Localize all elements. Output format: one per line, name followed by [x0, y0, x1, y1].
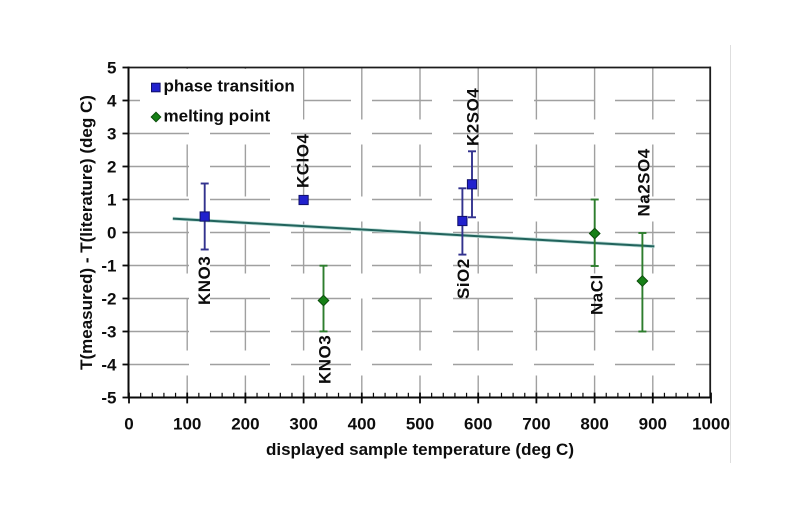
svg-text:1: 1 — [107, 191, 116, 210]
svg-text:0: 0 — [124, 415, 133, 434]
svg-text:-4: -4 — [101, 356, 117, 375]
svg-text:KNO3: KNO3 — [195, 256, 214, 305]
svg-text:SiO2: SiO2 — [454, 258, 473, 299]
svg-text:600: 600 — [464, 415, 492, 434]
svg-text:melting point: melting point — [164, 107, 271, 126]
svg-text:Na2SO4: Na2SO4 — [635, 148, 654, 216]
svg-text:displayed sample temperature (: displayed sample temperature (deg C) — [266, 440, 574, 459]
svg-text:800: 800 — [580, 415, 608, 434]
svg-text:900: 900 — [639, 415, 667, 434]
svg-text:K2SO4: K2SO4 — [464, 88, 483, 146]
svg-text:2: 2 — [107, 158, 116, 177]
svg-text:KNO3: KNO3 — [316, 335, 335, 384]
svg-text:-1: -1 — [101, 257, 116, 276]
svg-text:4: 4 — [107, 92, 117, 111]
svg-text:T(measured) - T(literature) (d: T(measured) - T(literature) (deg C) — [77, 95, 96, 370]
svg-text:NaCl: NaCl — [588, 274, 607, 315]
svg-text:700: 700 — [522, 415, 550, 434]
svg-text:phase transition: phase transition — [164, 77, 295, 96]
svg-text:3: 3 — [107, 125, 116, 144]
svg-text:200: 200 — [231, 415, 259, 434]
svg-text:1000: 1000 — [692, 415, 730, 434]
svg-text:500: 500 — [406, 415, 434, 434]
svg-text:100: 100 — [173, 415, 201, 434]
svg-text:-5: -5 — [101, 389, 116, 408]
svg-text:-2: -2 — [101, 290, 116, 309]
svg-text:5: 5 — [107, 59, 116, 78]
svg-text:400: 400 — [348, 415, 376, 434]
svg-text:-3: -3 — [101, 323, 116, 342]
svg-text:300: 300 — [289, 415, 317, 434]
svg-text:KClO4: KClO4 — [294, 134, 313, 189]
svg-text:0: 0 — [107, 224, 116, 243]
